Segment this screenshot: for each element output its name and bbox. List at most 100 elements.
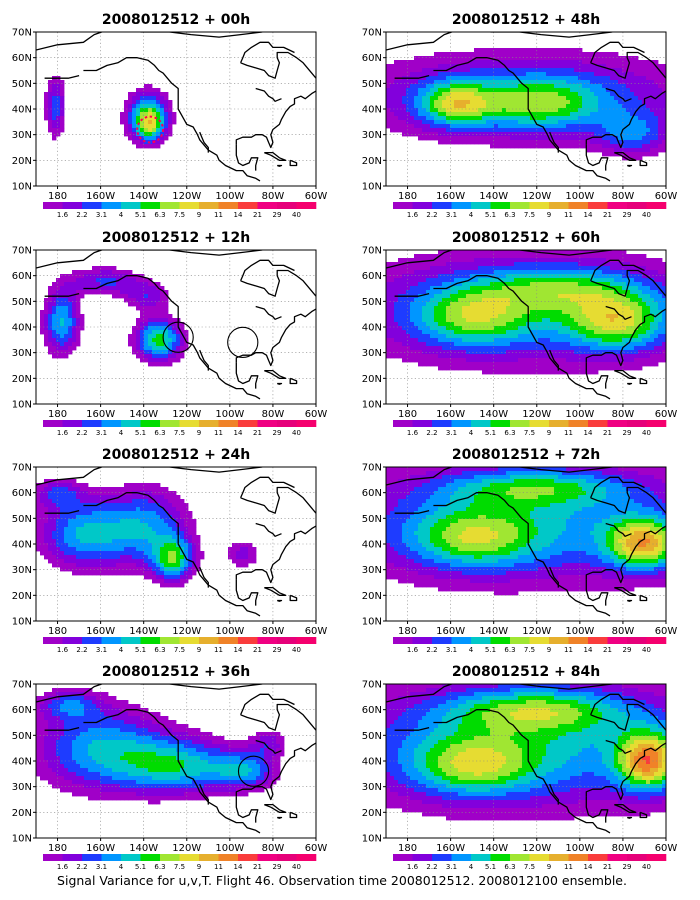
field-cell: [494, 48, 499, 53]
field-cell: [76, 531, 81, 536]
field-cell: [80, 700, 85, 705]
colorbar-swatch: [82, 420, 102, 427]
field-cell: [96, 776, 101, 781]
coastline: [240, 486, 316, 514]
field-cell: [268, 756, 273, 761]
field-cell: [76, 507, 81, 512]
coastline: [44, 292, 80, 297]
field-cell: [192, 764, 197, 769]
field-cell: [502, 56, 507, 61]
field-cell: [546, 136, 551, 141]
field-cell: [180, 728, 185, 733]
field-cell: [622, 136, 627, 141]
field-cell: [196, 567, 201, 572]
field-cell: [120, 116, 125, 121]
field-cell: [80, 704, 85, 709]
field-cell: [52, 483, 57, 488]
field-cell: [68, 495, 73, 500]
field-cell: [602, 76, 607, 81]
field-cell: [518, 72, 523, 77]
field-cell: [176, 575, 181, 580]
field-cell: [56, 515, 61, 520]
field-cell: [92, 559, 97, 564]
field-cell: [622, 64, 627, 69]
colorbar-level-label: 3.1: [96, 211, 107, 219]
field-cell: [160, 298, 165, 303]
field-cell: [112, 708, 117, 713]
field-cell: [136, 736, 141, 741]
field-cell: [498, 116, 503, 121]
field-cell: [466, 72, 471, 77]
field-cell: [422, 88, 427, 93]
field-cell: [160, 318, 165, 323]
field-cell: [168, 314, 173, 319]
field-cell: [244, 543, 249, 548]
colorbar-swatch: [199, 420, 219, 427]
field-cell: [40, 535, 45, 540]
field-cell: [112, 788, 117, 793]
field-cell: [72, 495, 77, 500]
field-cell: [164, 748, 169, 753]
field-cell: [252, 788, 257, 793]
field-cell: [56, 692, 61, 697]
field-cell: [128, 507, 133, 512]
field-cell: [176, 567, 181, 572]
field-cell: [390, 100, 395, 105]
field-cell: [200, 784, 205, 789]
colorbar-level-label: 5.1: [135, 646, 146, 654]
field-cell: [192, 559, 197, 564]
field-cell: [518, 120, 523, 125]
field-cell: [610, 124, 615, 129]
field-cell: [618, 96, 623, 101]
field-cell: [136, 298, 141, 303]
colorbar-swatch: [296, 637, 317, 644]
field-cell: [96, 756, 101, 761]
field-cell: [514, 64, 519, 69]
field-cell: [184, 519, 189, 524]
field-cell: [104, 748, 109, 753]
field-cell: [112, 515, 117, 520]
field-cell: [418, 120, 423, 125]
field-cell: [172, 507, 177, 512]
field-cell: [236, 547, 241, 552]
field-cell: [164, 768, 169, 773]
field-cell: [184, 559, 189, 564]
colorbar-level-label: 14: [234, 863, 243, 871]
field-cell: [108, 772, 113, 777]
field-cell: [160, 724, 165, 729]
field-cell: [124, 563, 129, 568]
field-cell: [236, 748, 241, 753]
field-cell: [108, 523, 113, 528]
field-cell: [272, 740, 277, 745]
field-cell: [140, 294, 145, 299]
field-cell: [514, 68, 519, 73]
field-cell: [422, 128, 427, 133]
field-cell: [152, 748, 157, 753]
coastline: [199, 349, 209, 371]
field-cell: [156, 282, 161, 287]
field-cell: [406, 100, 411, 105]
field-cell: [40, 760, 45, 765]
field-cell: [176, 732, 181, 737]
field-cell: [36, 503, 41, 508]
field-cell: [646, 128, 651, 133]
field-cell: [132, 768, 137, 773]
field-cell: [638, 76, 643, 81]
colorbar-swatch: [238, 854, 258, 861]
field-cell: [566, 76, 571, 81]
field-cell: [136, 511, 141, 516]
field-cell: [48, 350, 53, 355]
field-cell: [406, 104, 411, 109]
field-cell: [96, 499, 101, 504]
field-cell: [662, 88, 666, 93]
field-cell: [156, 527, 161, 532]
field-cell: [450, 132, 455, 137]
field-cell: [386, 68, 391, 73]
field-cell: [474, 140, 479, 145]
field-cell: [586, 128, 591, 133]
colorbar-swatch: [238, 637, 258, 644]
field-cell: [542, 116, 547, 121]
field-cell: [406, 128, 411, 133]
field-cell: [140, 728, 145, 733]
field-cell: [570, 132, 575, 137]
